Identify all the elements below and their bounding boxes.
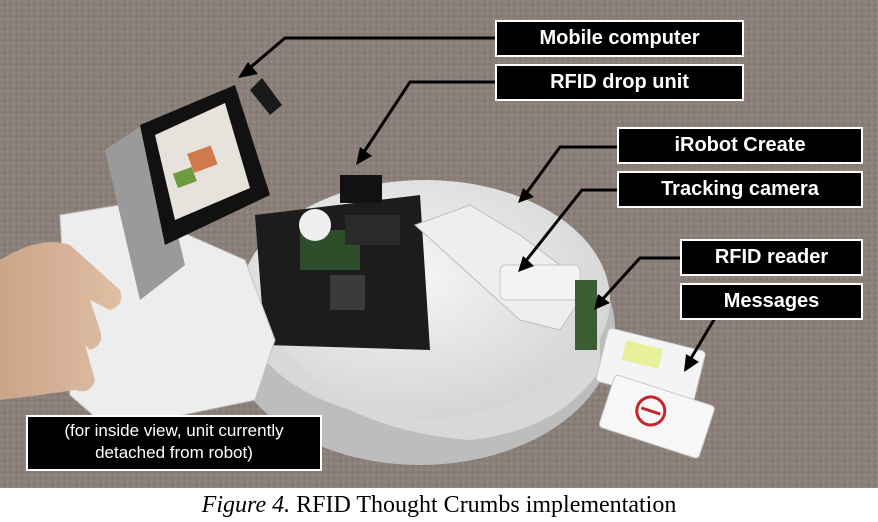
message-cards	[595, 327, 715, 459]
label-rfid-reader: RFID reader	[680, 239, 863, 276]
inside-view-note-line2: detached from robot)	[95, 443, 253, 462]
figure-caption-text: RFID Thought Crumbs implementation	[290, 492, 677, 518]
label-messages: Messages	[680, 283, 863, 320]
arrow-heads	[238, 62, 699, 372]
tracking-camera-arm	[414, 204, 581, 331]
label-tracking-camera: Tracking camera	[617, 171, 863, 208]
label-mobile-computer: Mobile computer	[495, 20, 744, 57]
label-irobot-create: iRobot Create	[617, 127, 863, 164]
inside-view-note: (for inside view, unit currently detache…	[26, 415, 322, 471]
label-rfid-drop-unit: RFID drop unit	[495, 64, 744, 101]
inside-view-note-line1: (for inside view, unit currently	[64, 421, 284, 440]
figure-caption: Figure 4. RFID Thought Crumbs implementa…	[0, 488, 878, 522]
rfid-reader-board	[575, 280, 597, 350]
mobile-computer	[105, 78, 282, 300]
callout-arrows	[244, 36, 717, 361]
hand	[0, 242, 122, 400]
figure-number: Figure 4.	[201, 492, 291, 518]
rfid-drop-unit	[340, 175, 382, 203]
